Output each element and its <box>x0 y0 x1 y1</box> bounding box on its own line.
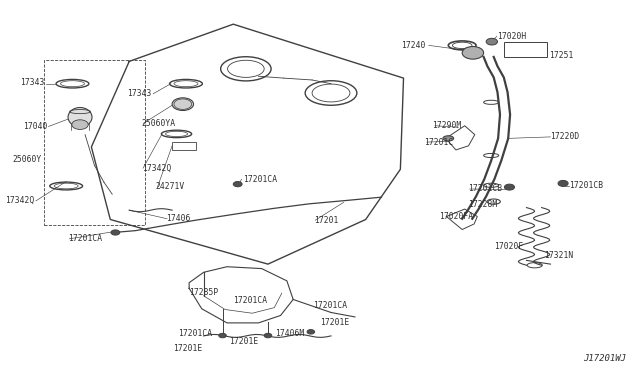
Text: 17251: 17251 <box>548 51 573 60</box>
Text: 17201CA: 17201CA <box>314 301 348 310</box>
FancyBboxPatch shape <box>504 42 547 57</box>
Text: 17406M: 17406M <box>275 329 305 338</box>
Text: 17342Q: 17342Q <box>142 164 171 173</box>
Text: 17201CB: 17201CB <box>468 185 502 193</box>
Text: 17406: 17406 <box>166 214 190 223</box>
Circle shape <box>486 38 497 45</box>
Circle shape <box>264 333 272 338</box>
Text: 17201E: 17201E <box>173 344 203 353</box>
Text: 17201E: 17201E <box>229 337 258 346</box>
Text: 17040: 17040 <box>23 122 47 131</box>
Text: 17342Q: 17342Q <box>5 196 35 205</box>
Ellipse shape <box>443 136 454 141</box>
Text: 17240: 17240 <box>401 41 426 50</box>
Text: 17201CA: 17201CA <box>179 329 212 338</box>
Text: 17201C: 17201C <box>424 138 454 147</box>
Text: 17343: 17343 <box>20 78 44 87</box>
Text: 17285P: 17285P <box>189 288 218 296</box>
Text: 17020F: 17020F <box>493 242 523 251</box>
Text: 24271V: 24271V <box>156 182 185 191</box>
Text: 25060Y: 25060Y <box>13 155 42 164</box>
Text: 17201CB: 17201CB <box>569 181 603 190</box>
Text: J17201WJ: J17201WJ <box>583 354 626 363</box>
Text: 17201CA: 17201CA <box>233 296 268 305</box>
Circle shape <box>172 98 193 110</box>
Text: 17201CA: 17201CA <box>68 234 102 243</box>
Text: 17201: 17201 <box>314 216 339 225</box>
Circle shape <box>558 180 568 186</box>
Text: 17020H: 17020H <box>497 32 526 41</box>
Circle shape <box>233 182 242 187</box>
Text: 17020FA: 17020FA <box>440 212 474 221</box>
Text: 17201CA: 17201CA <box>243 175 277 184</box>
Text: 17228M: 17228M <box>468 200 498 209</box>
Circle shape <box>72 120 88 129</box>
FancyBboxPatch shape <box>172 142 196 150</box>
Circle shape <box>307 330 315 334</box>
Text: 17220D: 17220D <box>550 132 580 141</box>
Ellipse shape <box>68 108 92 127</box>
Text: 17343: 17343 <box>127 89 152 98</box>
Circle shape <box>219 333 227 338</box>
Circle shape <box>462 46 484 59</box>
Text: 25060YA: 25060YA <box>142 119 176 128</box>
Text: 17321N: 17321N <box>544 251 573 260</box>
Circle shape <box>111 230 120 235</box>
Text: 17201E: 17201E <box>319 318 349 327</box>
Circle shape <box>504 184 515 190</box>
Text: 17290M: 17290M <box>432 121 461 130</box>
